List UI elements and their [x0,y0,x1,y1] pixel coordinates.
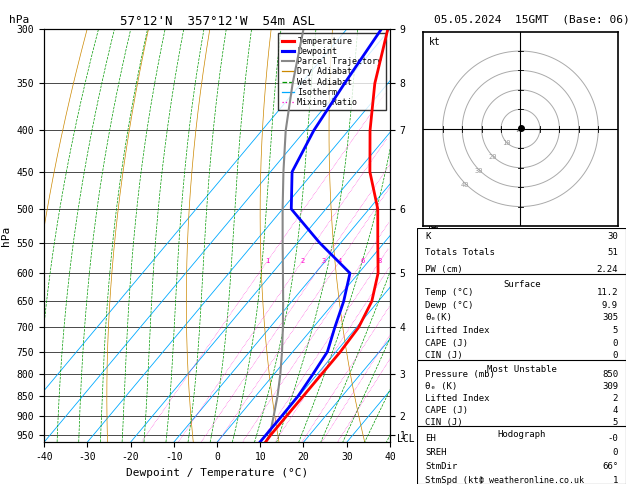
Text: θₑ(K): θₑ(K) [425,313,452,323]
Text: Surface: Surface [503,279,540,289]
Text: Temp (°C): Temp (°C) [425,288,474,297]
Text: StmDir: StmDir [425,462,458,471]
Text: LCL: LCL [397,434,415,444]
Text: 309: 309 [602,382,618,391]
Text: 0: 0 [613,339,618,348]
Text: 10: 10 [502,140,511,146]
Text: 6: 6 [360,258,365,264]
Text: 20: 20 [488,154,497,160]
Text: 05.05.2024  15GMT  (Base: 06): 05.05.2024 15GMT (Base: 06) [433,15,629,25]
Text: kt: kt [429,37,441,48]
Text: Lifted Index: Lifted Index [425,326,490,335]
Text: 5: 5 [613,418,618,428]
Text: Dewp (°C): Dewp (°C) [425,301,474,310]
Text: CAPE (J): CAPE (J) [425,339,469,348]
Text: StmSpd (kt): StmSpd (kt) [425,476,484,485]
Text: Totals Totals: Totals Totals [425,248,495,257]
Y-axis label: hPa: hPa [1,226,11,246]
Text: 2.24: 2.24 [596,264,618,274]
X-axis label: Dewpoint / Temperature (°C): Dewpoint / Temperature (°C) [126,468,308,478]
Text: 11.2: 11.2 [596,288,618,297]
Y-axis label: km
ASL: km ASL [425,225,442,246]
Text: K: K [425,232,431,241]
Text: 305: 305 [602,313,618,323]
Text: 30: 30 [474,168,482,174]
Text: 9.9: 9.9 [602,301,618,310]
Text: CIN (J): CIN (J) [425,418,463,428]
Text: SREH: SREH [425,448,447,457]
Text: 2: 2 [613,395,618,403]
Text: 3: 3 [321,258,326,264]
Text: hPa: hPa [9,15,30,25]
Text: -0: -0 [608,434,618,443]
Legend: Temperature, Dewpoint, Parcel Trajectory, Dry Adiabat, Wet Adiabat, Isotherm, Mi: Temperature, Dewpoint, Parcel Trajectory… [278,34,386,110]
Text: θₑ (K): θₑ (K) [425,382,458,391]
Text: 0: 0 [613,351,618,361]
Text: Pressure (mb): Pressure (mb) [425,370,495,380]
Text: CAPE (J): CAPE (J) [425,406,469,416]
Text: 40: 40 [460,182,469,188]
Text: 8: 8 [378,258,382,264]
Title: 57°12'N  357°12'W  54m ASL: 57°12'N 357°12'W 54m ASL [120,15,314,28]
Text: 0: 0 [613,448,618,457]
Text: 2: 2 [300,258,304,264]
Text: © weatheronline.co.uk: © weatheronline.co.uk [479,475,584,485]
Text: Most Unstable: Most Unstable [487,365,557,374]
Text: 4: 4 [338,258,342,264]
Text: 5: 5 [613,326,618,335]
Text: 30: 30 [608,232,618,241]
Text: 1: 1 [265,258,269,264]
Text: 850: 850 [602,370,618,380]
Text: CIN (J): CIN (J) [425,351,463,361]
Text: Hodograph: Hodograph [498,430,546,439]
Text: 4: 4 [613,406,618,416]
Text: 51: 51 [608,248,618,257]
Text: Lifted Index: Lifted Index [425,395,490,403]
Text: Mixing Ratio (g/kg): Mixing Ratio (g/kg) [430,185,440,287]
Text: EH: EH [425,434,436,443]
Text: 1: 1 [613,476,618,485]
Text: 66°: 66° [602,462,618,471]
Text: PW (cm): PW (cm) [425,264,463,274]
